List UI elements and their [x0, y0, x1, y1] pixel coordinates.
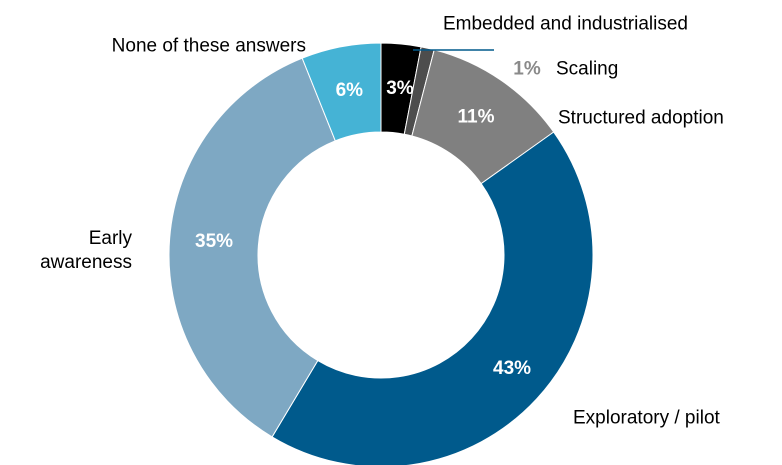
category-label-none-of-these-answers: None of these answers: [112, 36, 306, 57]
pct-label-exploratory-pilot: 43%: [493, 358, 531, 379]
donut-slices: [168, 42, 594, 465]
category-label-scaling: Scaling: [556, 59, 618, 80]
pct-label-none-of-these-answers: 6%: [336, 80, 364, 101]
slice-early-awareness: [168, 57, 336, 438]
percentage-labels: 3% 1% 11% 43% 35% 6%: [195, 59, 541, 380]
category-label-exploratory-pilot: Exploratory / pilot: [573, 408, 721, 429]
slice-exploratory-pilot: [271, 131, 594, 465]
pct-label-embedded-and-industrialised: 3%: [386, 78, 414, 99]
pct-label-early-awareness: 35%: [195, 231, 233, 252]
pct-label-structured-adoption: 11%: [457, 107, 494, 128]
slice-none-of-these-answers: [301, 42, 382, 142]
category-label-early-awareness: Early awareness: [40, 228, 132, 273]
category-label-structured-adoption: Structured adoption: [558, 108, 724, 129]
category-labels: Embedded and industrialised Scaling Struct…: [40, 14, 724, 429]
pct-label-scaling: 1%: [513, 59, 541, 80]
category-label-embedded-and-industrialised: Embedded and industrialised: [443, 14, 688, 35]
